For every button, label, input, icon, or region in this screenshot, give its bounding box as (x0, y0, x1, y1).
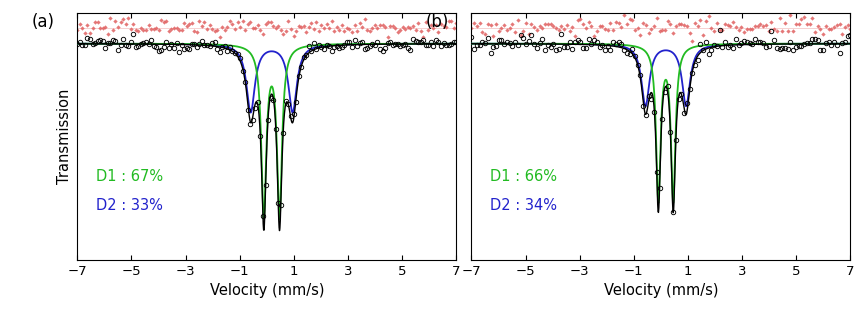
Text: D1 : 67%: D1 : 67% (96, 169, 163, 184)
Text: D2 : 34%: D2 : 34% (490, 198, 557, 213)
Text: (a): (a) (32, 13, 55, 31)
Text: D1 : 66%: D1 : 66% (490, 169, 557, 184)
Text: D2 : 33%: D2 : 33% (96, 198, 163, 213)
Y-axis label: Transmission: Transmission (57, 89, 72, 184)
X-axis label: Velocity (mm/s): Velocity (mm/s) (210, 283, 324, 298)
Text: (b): (b) (426, 13, 449, 31)
X-axis label: Velocity (mm/s): Velocity (mm/s) (604, 283, 718, 298)
